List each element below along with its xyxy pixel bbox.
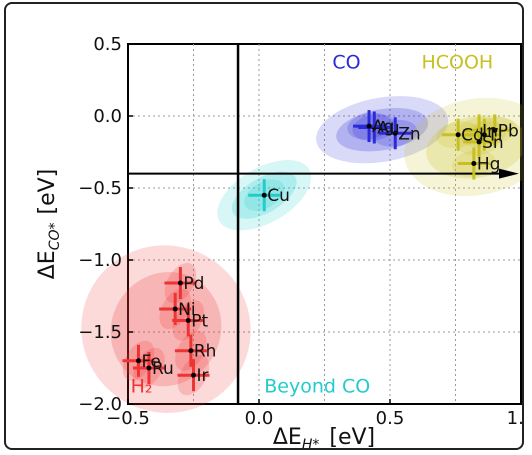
x-axis-label-sub: H* <box>302 437 320 448</box>
point-label-zn: Zn <box>398 124 420 144</box>
y-axis-label-sub: CO* <box>47 223 63 251</box>
data-point-cu <box>261 192 267 198</box>
region-co-outer <box>316 96 449 164</box>
point-label-au: Au <box>377 119 399 139</box>
data-point-ru <box>146 365 152 371</box>
point-label-pt: Pt <box>191 311 208 331</box>
data-point-sn <box>476 139 482 145</box>
y-tick-label-5: −2.0 <box>78 394 122 415</box>
y-tick-label-2: −0.5 <box>78 178 122 199</box>
data-point-pb <box>492 127 498 133</box>
data-point-pt <box>185 317 191 323</box>
data-point-ir <box>191 372 196 378</box>
point-label-pb: Pb <box>498 121 519 141</box>
region-label-hcooh: HCOOH <box>421 51 493 73</box>
x-axis-label-unit: [eV] <box>329 425 375 448</box>
region-label-co: CO <box>332 51 360 73</box>
data-point-zn <box>392 130 398 136</box>
x-tick-label-2: 0.5 <box>376 408 405 429</box>
y-tick-label-4: −1.5 <box>78 322 122 343</box>
data-point-fe <box>135 358 141 364</box>
data-points <box>122 110 511 392</box>
data-point-rh <box>188 348 194 354</box>
y-axis-label: ΔECO* [eV] <box>35 169 63 280</box>
x-axis-label-base: ΔE <box>273 425 302 448</box>
data-point-hg <box>471 161 477 167</box>
data-point-tl <box>481 132 487 138</box>
point-label-pd: Pd <box>183 274 204 294</box>
region-co-inner <box>336 107 429 152</box>
x-tick-label-0: −0.5 <box>106 408 150 429</box>
y-tick-label-3: −1.0 <box>78 250 122 271</box>
data-point-ni <box>172 306 178 312</box>
point-label-tl: Tl <box>486 126 502 146</box>
y-tick-label-0: 0.5 <box>93 34 122 55</box>
point-label-cu: Cu <box>267 186 290 206</box>
point-label-hg: Hg <box>477 155 501 175</box>
reference-lines <box>128 44 519 404</box>
x-axis-label: ΔEH* [eV] <box>273 425 375 448</box>
data-point-ag <box>366 123 372 129</box>
point-label-ag: Ag <box>372 117 394 137</box>
y-axis-label-base: ΔE <box>35 250 60 279</box>
point-label-ir: Ir <box>197 366 209 386</box>
point-label-ru: Ru <box>152 359 174 379</box>
point-label-rh: Rh <box>194 342 217 362</box>
region-label-h2: H₂ <box>131 375 153 397</box>
data-point-cd <box>455 132 461 138</box>
region-h2-outer <box>81 245 251 413</box>
data-point-pd <box>177 280 183 286</box>
reference-line-arrowhead <box>499 168 519 179</box>
region-label-beyond-co: Beyond CO <box>264 375 370 397</box>
region-hcooh-outer <box>404 97 532 197</box>
x-tick-label-1: 0.0 <box>245 408 274 429</box>
point-label-in: In <box>482 121 498 141</box>
point-label-sn: Sn <box>482 133 504 153</box>
point-label-fe: Fe <box>141 352 160 372</box>
figure-frame: Au Ag Zn Cd In Tl Sn Pb Hg Cu Pd Ni Pt Rh Fe Ru Ir CO HCO… <box>4 2 532 453</box>
y-tick-label-1: 0.0 <box>93 106 122 127</box>
point-label-cd: Cd <box>461 126 484 146</box>
y-axis-label-unit: [eV] <box>35 169 60 215</box>
x-tick-label-3: 1.0 <box>507 408 522 429</box>
grid <box>128 44 521 404</box>
point-label-ni: Ni <box>178 300 195 320</box>
region-labels: CO HCOOH H₂ Beyond CO <box>131 51 494 397</box>
